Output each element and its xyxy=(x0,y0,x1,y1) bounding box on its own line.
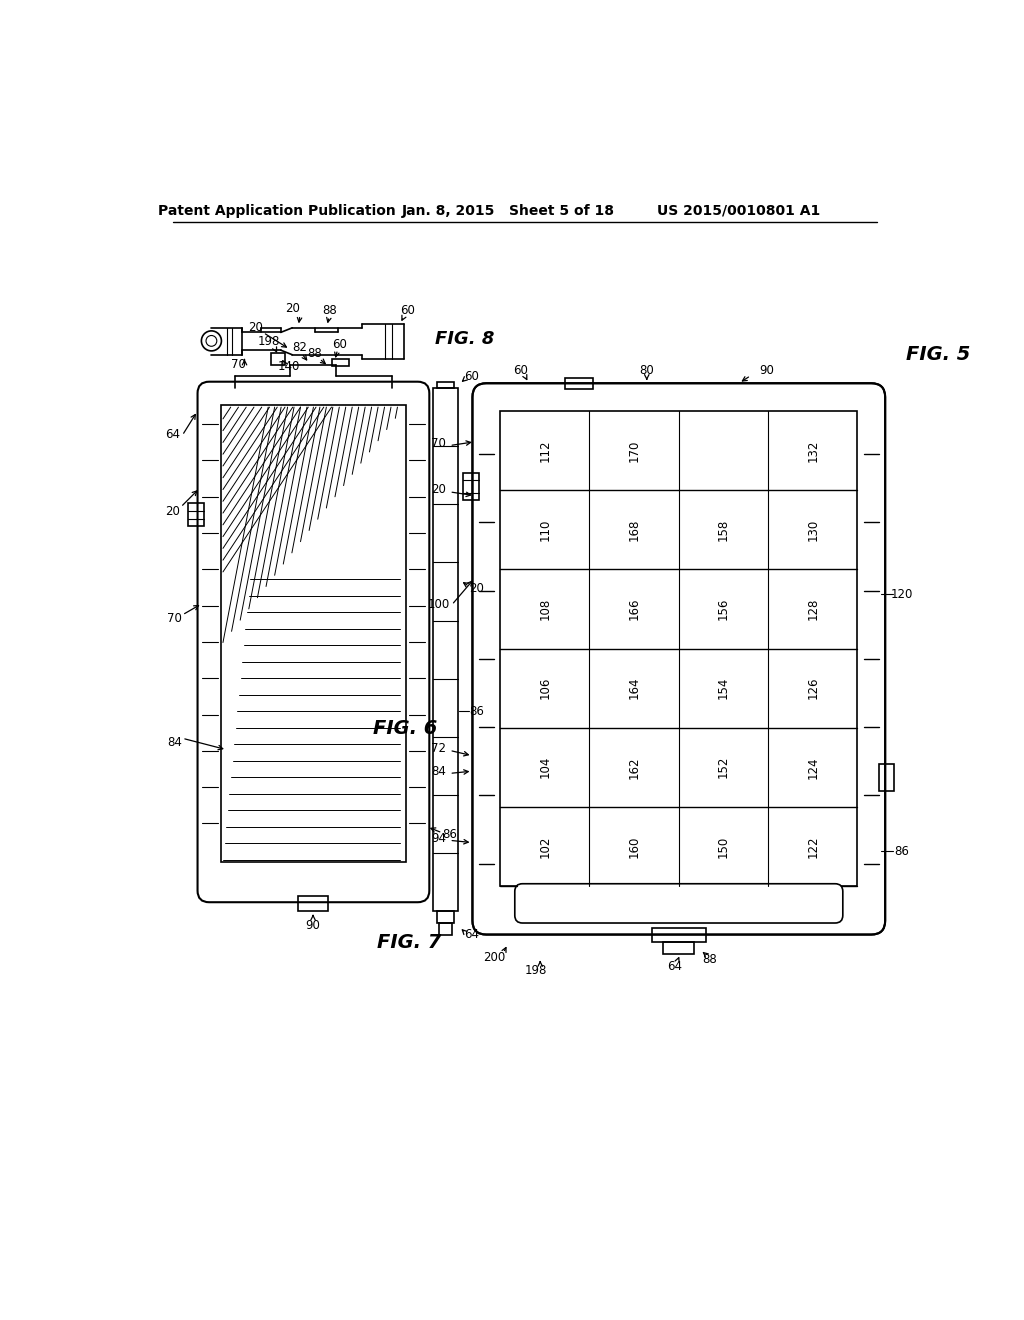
Bar xyxy=(664,942,694,954)
Text: 110: 110 xyxy=(539,519,551,541)
Text: 60: 60 xyxy=(400,305,415,317)
Text: 88: 88 xyxy=(322,304,337,317)
Bar xyxy=(433,388,458,911)
Text: 82: 82 xyxy=(292,342,306,354)
Text: 70: 70 xyxy=(167,612,182,626)
Text: 90: 90 xyxy=(305,919,321,932)
Text: 88: 88 xyxy=(702,953,717,966)
Text: 162: 162 xyxy=(628,756,641,779)
Text: 100: 100 xyxy=(427,598,450,611)
Text: 164: 164 xyxy=(628,677,641,700)
Bar xyxy=(437,911,454,923)
Text: 112: 112 xyxy=(539,440,551,462)
Text: 124: 124 xyxy=(806,756,819,779)
Text: 60: 60 xyxy=(333,338,347,351)
Text: 108: 108 xyxy=(539,598,551,620)
Text: 102: 102 xyxy=(539,836,551,858)
Text: 152: 152 xyxy=(717,756,730,779)
Bar xyxy=(463,473,478,500)
Text: 84: 84 xyxy=(167,735,182,748)
Text: FIG. 8: FIG. 8 xyxy=(435,330,495,348)
Text: 150: 150 xyxy=(717,836,730,858)
Bar xyxy=(298,896,329,911)
Text: 20: 20 xyxy=(470,582,484,594)
Text: 64: 64 xyxy=(464,928,479,941)
Bar xyxy=(333,359,349,367)
Text: 166: 166 xyxy=(628,598,641,620)
Bar xyxy=(220,405,407,862)
FancyBboxPatch shape xyxy=(472,383,885,935)
Text: 126: 126 xyxy=(806,677,819,700)
Text: 20: 20 xyxy=(431,483,446,496)
Text: FIG. 7: FIG. 7 xyxy=(377,933,441,952)
Text: 72: 72 xyxy=(431,742,446,755)
Text: 90: 90 xyxy=(760,363,774,376)
Text: FIG. 5: FIG. 5 xyxy=(906,346,971,364)
Text: 122: 122 xyxy=(806,836,819,858)
Text: 20: 20 xyxy=(248,321,263,334)
Bar xyxy=(439,923,452,935)
Text: FIG. 6: FIG. 6 xyxy=(373,718,437,738)
Text: 86: 86 xyxy=(895,845,909,858)
Text: 84: 84 xyxy=(431,764,446,777)
Text: 64: 64 xyxy=(166,428,180,441)
Text: 154: 154 xyxy=(717,677,730,700)
Text: 106: 106 xyxy=(539,677,551,700)
Bar xyxy=(500,411,857,886)
Text: 200: 200 xyxy=(483,952,505,964)
Bar xyxy=(188,503,204,527)
Text: 60: 60 xyxy=(464,370,479,383)
Text: Patent Application Publication: Patent Application Publication xyxy=(158,203,395,218)
Text: 20: 20 xyxy=(285,302,300,315)
Text: 198: 198 xyxy=(257,335,280,348)
Text: 156: 156 xyxy=(717,598,730,620)
Text: US 2015/0010801 A1: US 2015/0010801 A1 xyxy=(657,203,820,218)
Text: Jan. 8, 2015   Sheet 5 of 18: Jan. 8, 2015 Sheet 5 of 18 xyxy=(401,203,614,218)
Bar xyxy=(652,928,706,942)
Text: 128: 128 xyxy=(806,598,819,620)
Text: 94: 94 xyxy=(431,832,446,845)
FancyBboxPatch shape xyxy=(198,381,429,903)
Bar xyxy=(879,763,894,792)
Text: 70: 70 xyxy=(431,437,446,450)
Bar xyxy=(565,378,593,389)
FancyBboxPatch shape xyxy=(515,884,843,923)
Bar xyxy=(270,354,285,364)
Text: 140: 140 xyxy=(278,360,300,372)
Text: 70: 70 xyxy=(231,358,246,371)
Text: 86: 86 xyxy=(442,828,458,841)
Text: 160: 160 xyxy=(628,836,641,858)
Text: 104: 104 xyxy=(539,756,551,779)
Text: 80: 80 xyxy=(639,363,654,376)
Text: 86: 86 xyxy=(470,705,484,718)
Text: 158: 158 xyxy=(717,519,730,541)
Text: 88: 88 xyxy=(307,347,322,360)
Text: 132: 132 xyxy=(806,440,819,462)
Bar xyxy=(437,381,454,388)
Text: 170: 170 xyxy=(628,440,641,462)
Text: 168: 168 xyxy=(628,519,641,541)
Text: 198: 198 xyxy=(525,964,548,977)
Text: 120: 120 xyxy=(891,587,913,601)
Text: 20: 20 xyxy=(166,504,180,517)
Text: 60: 60 xyxy=(513,363,528,376)
Text: 130: 130 xyxy=(806,519,819,541)
Text: 64: 64 xyxy=(668,961,682,973)
